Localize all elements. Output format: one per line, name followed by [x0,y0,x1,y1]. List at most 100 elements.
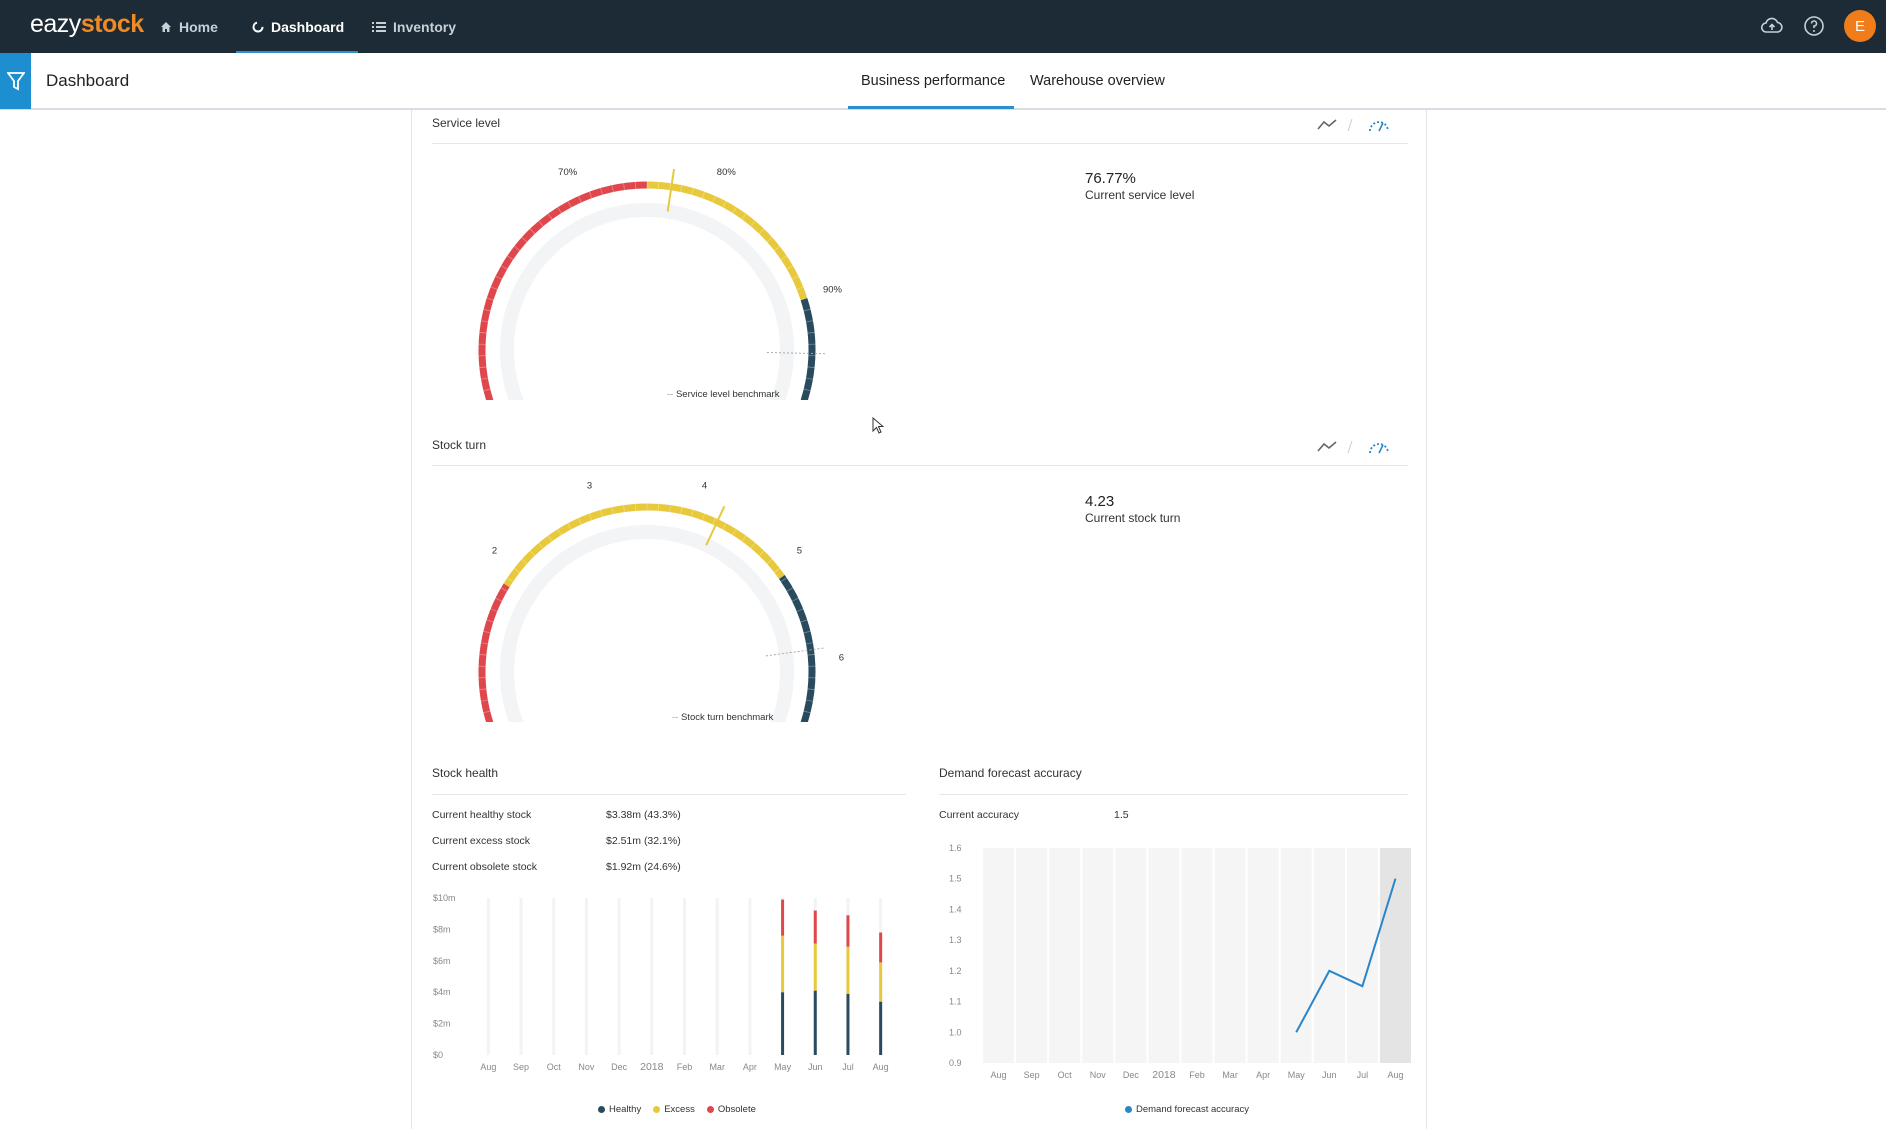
list-icon [372,21,386,32]
y-tick-label: $10m [433,893,456,903]
stock-health-divider [432,794,906,795]
gauge-minor-tick [538,220,544,227]
service-level-divider [432,143,1408,144]
current-service-level-label: Current service level [1085,188,1195,202]
x-tick-label: Aug [480,1062,496,1072]
gauge-minor-tick [513,567,521,574]
gauge-band-red [478,583,510,722]
gauge-tick-label: 70% [558,167,578,178]
bar-segment-healthy [879,1001,883,1055]
eazystock-logo[interactable]: eazystock [30,10,144,39]
x-tick-label: Jul [842,1062,854,1072]
nav-home[interactable]: Home [160,0,218,53]
gauge-minor-tick [799,297,808,301]
current-service-level-value: 76.77% [1085,170,1136,187]
line-chart-toggle-icon[interactable] [1316,117,1340,133]
gauge-minor-tick [722,522,727,531]
gauge-minor-tick [494,597,503,602]
legend-obsolete: Obsolete [717,1104,756,1115]
gauge-minor-tick [538,542,544,549]
gauge-minor-tick [480,320,489,323]
gauge-minor-tick [805,377,814,380]
column-band [1148,848,1180,1063]
gauge-minor-tick [758,228,765,235]
gauge-minor-tick [803,630,812,634]
column-band [1115,848,1147,1063]
stock-health-chart: $0 $2m $4m $6m $8m $10m Aug Sep Oct Nov Dec 2018 Feb… [433,893,889,1073]
cloud-upload-icon[interactable] [1760,14,1784,38]
dashboard-content: Service level 50%60%70%80%90%100% -- Ser… [411,110,1427,1129]
bar-segment-excess [813,943,817,991]
gauge-band-dark [800,297,816,400]
healthy-stock-label: Current healthy stock [432,809,532,821]
gauge-minor-tick [529,228,536,235]
obsolete-stock-value: $1.92m (24.6%) [606,861,681,873]
gauge-minor-tick [803,710,812,714]
x-tick-label: 2018 [640,1061,664,1073]
gauge-minor-tick [701,191,706,199]
demand-forecast-chart: 0.9 1.0 1.1 1.2 1.3 1.4 1.5 1.6 Aug Sep Oct Nov Dec 2… [949,843,1411,1081]
x-tick-label: May [774,1062,792,1072]
legend-healthy: Healthy [609,1104,642,1115]
active-nav-indicator [236,51,358,54]
x-tick-label: Sep [1024,1070,1040,1080]
gauge-tick-label: 80% [717,167,737,178]
gauge-minor-tick [690,509,694,518]
tab-warehouse-overview[interactable]: Warehouse overview [1030,73,1165,89]
legend-excess-dot [653,1106,661,1113]
y-tick-label: $8m [433,924,451,934]
x-tick-label: Feb [677,1062,693,1072]
excess-stock-value: $2.51m (32.1%) [606,835,681,847]
gauge-minor-tick [490,286,498,291]
y-tick-label: 1.2 [949,966,962,976]
column-band [1247,848,1279,1063]
gauge-minor-tick [799,619,808,623]
tab-business-performance[interactable]: Business performance [861,73,1006,89]
bar-segment-healthy [846,993,850,1055]
line-chart-toggle-icon[interactable] [1316,439,1340,455]
x-tick-label: Jul [1357,1070,1369,1080]
nav-home-label: Home [179,18,218,35]
gauge-minor-tick [803,308,812,312]
y-tick-label: 1.5 [949,874,962,884]
user-avatar[interactable]: E [1844,10,1876,42]
column-band [1346,848,1378,1063]
gauge-minor-tick [600,187,604,196]
demand-forecast-legend: Demand forecast accuracy [1125,1104,1249,1115]
current-stock-turn-value: 4.23 [1085,493,1115,510]
separator-icon [1347,440,1353,454]
column-band [983,848,1015,1063]
filter-button[interactable] [0,53,31,109]
x-tick-label: Mar [1222,1070,1238,1080]
nav-inventory[interactable]: Inventory [372,0,456,53]
gauge-minor-tick [712,195,717,204]
gauge-toggle-icon[interactable] [1367,117,1391,133]
gauge-minor-tick [577,517,582,526]
gauge-minor-tick [773,567,781,574]
demand-forecast-divider [939,794,1408,795]
stock-health-legend: Healthy Excess Obsolete [598,1104,756,1115]
gauge-minor-tick [805,642,814,645]
gauge-minor-tick [506,577,514,583]
gauge-tick-label: 2 [492,545,497,556]
bar-segment-obsolete [781,899,785,936]
x-tick-label: Mar [709,1062,725,1072]
gauge-value-needle [666,168,676,212]
gauge-minor-tick [611,184,614,193]
gauge-minor-tick [731,528,737,536]
nav-dashboard[interactable]: Dashboard [252,0,344,53]
gauge-minor-tick [482,630,491,634]
gauge-minor-tick [634,181,637,190]
gauge-toggle-icon[interactable] [1367,439,1391,455]
gauge-minor-tick [773,245,781,252]
y-tick-label: $6m [433,956,451,966]
help-icon[interactable] [1802,14,1826,38]
gauge-minor-tick [680,506,683,515]
y-tick-label: 1.3 [949,935,962,945]
column-band [1049,848,1081,1063]
gauge-minor-tick [600,509,604,518]
gauge-minor-tick [623,182,625,191]
gauge-minor-tick [557,206,563,214]
filter-icon [6,72,25,91]
excess-stock-label: Current excess stock [432,835,531,847]
